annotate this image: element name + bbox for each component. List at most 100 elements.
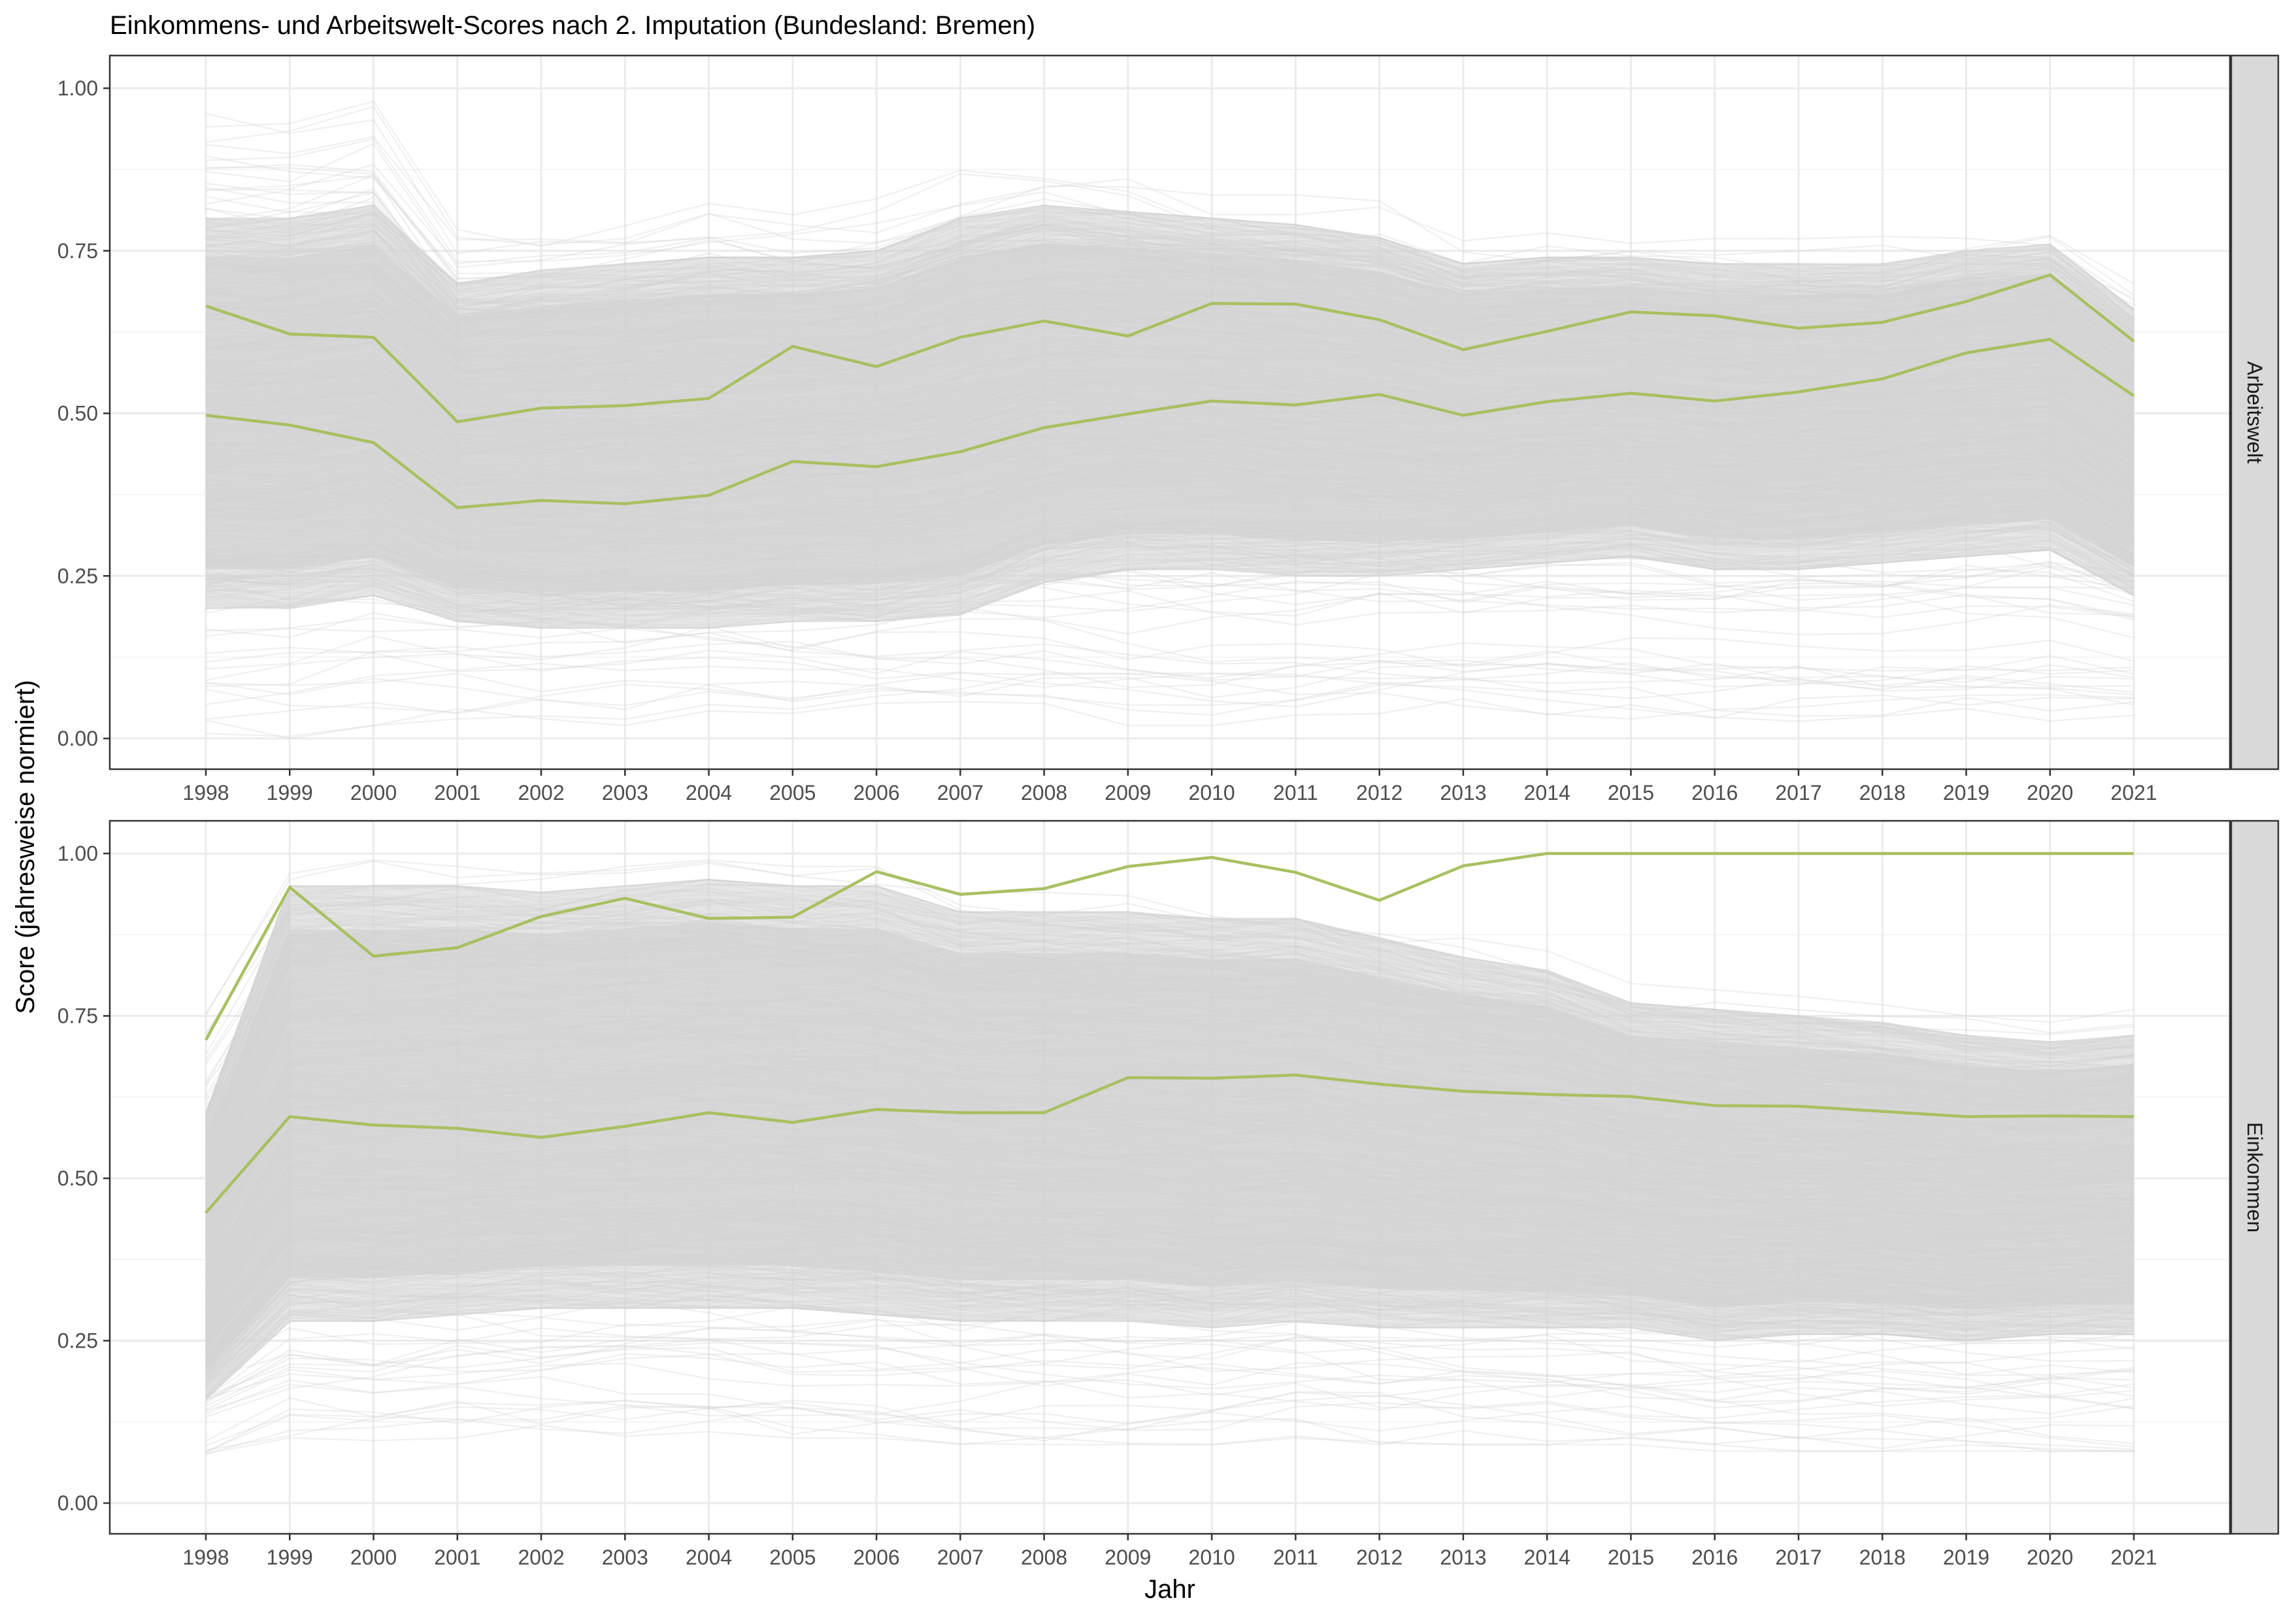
y-tick-label: 0.00: [58, 727, 98, 750]
background-line: [205, 1400, 2134, 1452]
x-tick-label: 2011: [1273, 1546, 1318, 1569]
background-line: [205, 1349, 2134, 1410]
x-tick-label: 2006: [853, 1546, 899, 1569]
x-tick-label: 2013: [1440, 1546, 1486, 1569]
x-tick-label: 2021: [2110, 1546, 2157, 1569]
x-tick-label: 2008: [1021, 781, 1067, 804]
chart-title: Einkommens- und Arbeitswelt-Scores nach …: [110, 11, 1035, 40]
background-line: [205, 1323, 2134, 1403]
y-tick-label: 0.00: [58, 1491, 98, 1515]
background-line: [205, 663, 2134, 706]
x-tick-label: 2015: [1608, 781, 1654, 804]
x-tick-label: 2000: [350, 1546, 397, 1569]
panel-border: [108, 820, 2231, 1535]
background-line: [205, 662, 2134, 706]
background-line: [205, 1336, 2134, 1418]
x-tick-label: 2002: [518, 1546, 564, 1569]
background-lines: [205, 100, 2134, 740]
x-tick-label: 2005: [769, 781, 816, 804]
y-tick-label: 1.00: [58, 76, 98, 100]
background-line: [205, 112, 2134, 302]
background-line: [205, 1293, 2134, 1363]
panel-arbeitswelt: Arbeitswelt 0.00 0.25 0.50 0.75 1.00 1998 1999 2…: [58, 54, 2280, 804]
x-tick-label: 2018: [1859, 781, 1906, 804]
x-tick-label: 2001: [434, 1546, 480, 1569]
background-line: [205, 1347, 2134, 1409]
x-tick-label: 1999: [267, 781, 313, 804]
highlight-series-line: [205, 852, 2134, 1041]
background-line: [205, 663, 2134, 706]
background-line: [205, 1379, 2134, 1419]
background-line: [205, 632, 2134, 684]
x-axis-title: Jahr: [1144, 1575, 1195, 1604]
x-tick-label: 2018: [1859, 1546, 1906, 1569]
background-line: [205, 1394, 2134, 1455]
facet-strip-label: Einkommen: [2243, 1122, 2267, 1233]
x-tick-label: 1998: [182, 1546, 229, 1569]
x-tick-label: 2014: [1524, 781, 1570, 804]
x-tick-label: 2001: [434, 781, 480, 804]
y-tick-label: 0.50: [58, 1167, 98, 1190]
background-line: [205, 1327, 2134, 1390]
background-line: [205, 681, 2134, 720]
background-line: [205, 684, 2134, 720]
background-line: [205, 1317, 2134, 1397]
panel-einkommen: Einkommen 0.00 0.25 0.50 0.75 1.00 1998 1999 200…: [58, 820, 2280, 1569]
x-tick-label: 2010: [1189, 781, 1235, 804]
x-tick-label: 2014: [1524, 1546, 1570, 1569]
y-axis-title: Score (jahresweise normiert): [11, 680, 40, 1014]
background-line: [205, 1424, 2134, 1455]
x-tick-label: 2019: [1943, 781, 1989, 804]
background-line: [205, 1342, 2134, 1407]
background-line: [205, 1397, 2134, 1448]
x-tick-label: 2015: [1608, 1546, 1654, 1569]
x-tick-label: 2003: [602, 1546, 648, 1569]
x-tick-label: 2009: [1104, 1546, 1151, 1569]
facet-strip: [2230, 54, 2280, 771]
x-tick-label: 2017: [1775, 1546, 1821, 1569]
background-line: [205, 672, 2134, 738]
background-line: [205, 1376, 2134, 1431]
x-tick-label: 2005: [769, 1546, 816, 1569]
background-line: [205, 1363, 2134, 1421]
y-tick-label: 0.25: [58, 564, 98, 588]
background-lines: [205, 859, 2134, 1455]
background-line: [205, 589, 2134, 652]
background-line: [205, 626, 2134, 670]
x-tick-label: 2013: [1440, 781, 1486, 804]
x-tick-label: 2011: [1273, 781, 1318, 804]
x-tick-label: 2019: [1943, 1546, 1989, 1569]
x-tick-label: 2003: [602, 781, 648, 804]
facet-strip-label: Arbeitswelt: [2243, 361, 2267, 464]
x-tick-label: 2021: [2110, 781, 2157, 804]
x-tick-label: 2004: [686, 781, 732, 804]
dense-band-inner: [206, 922, 2134, 1371]
x-tick-label: 2009: [1104, 781, 1151, 804]
x-tick-label: 2016: [1691, 781, 1738, 804]
chart-panels: Arbeitswelt 0.00 0.25 0.50 0.75 1.00 1998 1999 2…: [58, 54, 2280, 1569]
x-tick-label: 2007: [937, 781, 984, 804]
highlight-series-line: [205, 1073, 2134, 1214]
highlight-series-line: [205, 273, 2135, 423]
background-line: [205, 1353, 2134, 1411]
x-tick-label: 2010: [1189, 1546, 1235, 1569]
x-tick-label: 2004: [686, 1546, 732, 1569]
x-tick-label: 2020: [2027, 781, 2073, 804]
background-line: [205, 640, 2134, 693]
background-line: [205, 1313, 2134, 1376]
x-tick-label: 2017: [1775, 781, 1821, 804]
y-tick-label: 0.75: [58, 1004, 98, 1028]
background-line: [205, 859, 2134, 1034]
x-tick-label: 2016: [1691, 1546, 1738, 1569]
x-tick-label: 1998: [182, 781, 229, 804]
y-tick-label: 0.50: [58, 402, 98, 425]
x-tick-label: 2008: [1021, 1546, 1067, 1569]
facet-strip: [2230, 820, 2280, 1535]
background-line: [205, 1310, 2134, 1380]
panel-border: [108, 54, 2231, 771]
x-tick-label: 1999: [267, 1546, 313, 1569]
x-tick-label: 2020: [2027, 1546, 2073, 1569]
y-tick-label: 1.00: [58, 842, 98, 865]
